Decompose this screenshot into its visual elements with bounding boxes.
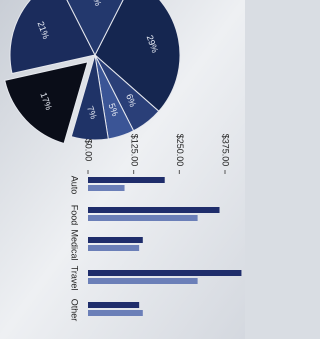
x-tick-label: $375.00 [221, 134, 231, 167]
bar [88, 245, 139, 251]
bar [88, 177, 165, 183]
category-label: Other [70, 299, 80, 322]
bar [88, 270, 241, 276]
bar [88, 185, 125, 191]
bar [88, 215, 198, 221]
category-label: Food [70, 205, 80, 226]
bar [88, 237, 143, 243]
x-tick-label: $250.00 [175, 134, 185, 167]
chart: 29%6%5%7%17%21%15%$0.00$125.00$250.00$37… [0, 0, 245, 339]
bar [88, 310, 143, 316]
x-tick-label: $125.00 [129, 134, 139, 167]
bar [88, 207, 220, 213]
category-label: Travel [70, 266, 80, 291]
bar [88, 302, 139, 308]
category-label: Medical [70, 229, 80, 260]
bar [88, 278, 198, 284]
category-label: Auto [70, 176, 80, 195]
x-tick-label: $0.00 [84, 139, 94, 162]
